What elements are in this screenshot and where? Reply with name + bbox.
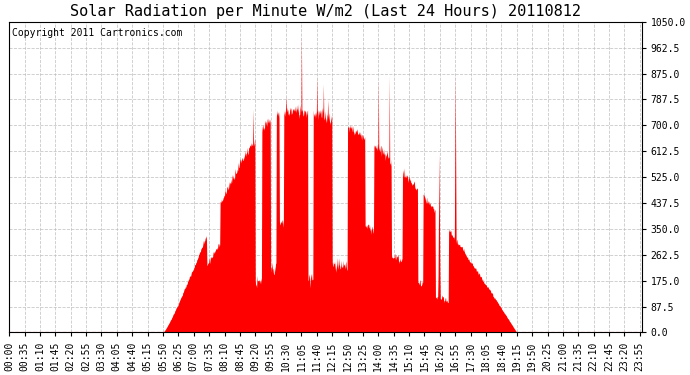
Text: Copyright 2011 Cartronics.com: Copyright 2011 Cartronics.com — [12, 28, 183, 38]
Title: Solar Radiation per Minute W/m2 (Last 24 Hours) 20110812: Solar Radiation per Minute W/m2 (Last 24… — [70, 4, 581, 19]
